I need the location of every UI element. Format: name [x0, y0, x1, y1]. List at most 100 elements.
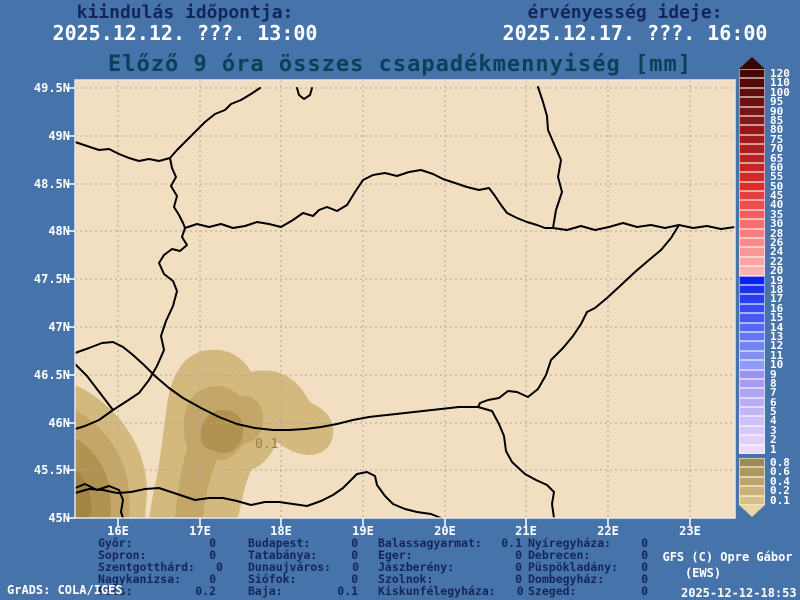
- colorbar-level: 4: [739, 415, 799, 427]
- colorbar-level: 30: [739, 217, 799, 231]
- lon-axis-label: 22E: [597, 524, 619, 538]
- colorbar-swatch: [739, 284, 765, 295]
- colorbar-level-label: 100: [770, 85, 790, 99]
- colorbar-level-label: 30: [770, 217, 784, 231]
- station-name: Eger:: [378, 548, 413, 562]
- colorbar-level-label: 65: [770, 151, 784, 165]
- station-name: Püspökladány:: [528, 560, 619, 574]
- colorbar-level: 24: [739, 246, 799, 258]
- colorbar-level-label: 60: [770, 160, 784, 174]
- station-row: Nagykanizsa: 0: [98, 573, 216, 585]
- station-row: Jászberény: 0: [378, 561, 522, 573]
- colorbar-level-label: 26: [770, 236, 784, 250]
- origin-time-value: 2025.12.12. ???. 13:00: [52, 21, 318, 45]
- station-value: 0: [641, 560, 648, 574]
- credit-model: GFS (C) Opre Gábor: [662, 550, 793, 564]
- station-row: Siófok: 0: [248, 573, 358, 585]
- colorbar-swatch: [739, 125, 765, 135]
- colorbar-swatch: [739, 313, 765, 323]
- colorbar-level-label: 17: [770, 292, 784, 306]
- station-row: Nyíregyháza: 0: [528, 537, 648, 549]
- colorbar-level-label: 6: [770, 395, 777, 409]
- colorbar-level: 10: [739, 359, 799, 370]
- render-timestamp: 2025-12-12-18:53: [681, 586, 797, 600]
- colorbar-level-label: 35: [770, 207, 784, 221]
- station-name: Szolnok:: [378, 572, 434, 586]
- colorbar-level-label: 40: [770, 198, 784, 212]
- lat-axis-label: 49N: [48, 129, 70, 143]
- valid-time-value: 2025.12.17. ???. 16:00: [502, 21, 768, 45]
- map-canvas: 0.1: [67, 79, 736, 526]
- station-value: 0: [641, 572, 648, 586]
- colorbar-level-label: 15: [770, 311, 784, 325]
- colorbar-level: 17: [739, 292, 799, 306]
- colorbar-level: 80: [739, 124, 799, 136]
- lat-axis-label: 47N: [48, 320, 70, 334]
- colorbar-swatch: [739, 322, 765, 332]
- colorbar-level: 40: [739, 198, 799, 212]
- colorbar-level: 55: [739, 171, 799, 183]
- lat-axis-label: 48N: [48, 224, 70, 238]
- station-row: Győr: 0: [98, 537, 216, 549]
- colorbar-level: 0.8: [739, 457, 799, 468]
- colorbar-swatch: [739, 435, 765, 445]
- station-value: 0: [351, 536, 358, 550]
- page-title: Előző 9 óra összes csapadékmennyiség [mm…: [107, 52, 693, 77]
- station-name: Debrecen:: [528, 548, 591, 562]
- lat-axis-label: 47.5N: [33, 272, 70, 286]
- colorbar-level: 9: [739, 368, 799, 380]
- station-value: 0: [515, 548, 522, 562]
- station-column: Balassagyarmat: 0.1 Eger: 0 Jászberény: 0 Szol…: [378, 536, 524, 598]
- colorbar-level: 95: [739, 96, 799, 107]
- colorbar-level: 16: [739, 301, 799, 315]
- precip-shading: [75, 349, 334, 518]
- colorbar-level-label: 110: [770, 76, 790, 90]
- station-name: Dunaujváros:: [248, 560, 332, 574]
- colorbar-level-label: 18: [770, 282, 784, 296]
- colorbar-level-label: 120: [770, 67, 790, 80]
- colorbar-swatch: [739, 275, 765, 285]
- station-row: Pécs: 0.2: [98, 585, 216, 597]
- station-value: 0: [515, 572, 522, 586]
- colorbar-level: 0.1: [739, 494, 799, 506]
- valid-time-label: érvényesség ideje:: [527, 2, 723, 23]
- colorbar-level-label: 19: [770, 273, 784, 287]
- colorbar-level-label: 20: [770, 264, 784, 278]
- colorbar-swatch: [739, 78, 765, 88]
- colorbar-level-label: 0.2: [770, 484, 790, 498]
- colorbar-level: 90: [739, 105, 799, 117]
- colorbar-swatch: [739, 181, 765, 192]
- colorbar-level-label: 1: [770, 442, 777, 456]
- colorbar-level-label: 22: [770, 254, 784, 268]
- colorbar-level: 45: [739, 189, 799, 203]
- lon-axis-label: 18E: [270, 524, 292, 538]
- colorbar-level-label: 14: [770, 320, 784, 334]
- colorbar-swatch: [739, 191, 765, 201]
- colorbar-swatch: [739, 458, 765, 468]
- colorbar-swatch: [739, 486, 765, 496]
- colorbar-swatch: [739, 369, 765, 379]
- origin-time-label: kiindulás időpontja:: [76, 2, 294, 23]
- station-name: Siófok:: [248, 572, 297, 586]
- station-value: 0: [515, 560, 522, 574]
- colorbar-level-label: 50: [770, 179, 784, 193]
- station-row: Dunaujváros: 0: [248, 560, 359, 574]
- colorbar-swatch: [739, 256, 765, 267]
- station-row: Eger: 0: [378, 549, 522, 561]
- colorbar-level-label: 45: [770, 189, 784, 203]
- station-name: Nyíregyháza:: [528, 536, 612, 550]
- colorbar-level: 0.2: [739, 484, 799, 498]
- axis-ticks: [67, 87, 691, 526]
- colorbar-level-label: 5: [770, 405, 777, 419]
- station-value: 0: [516, 584, 524, 598]
- station-name: Balassagyarmat:: [378, 536, 482, 550]
- colorbar-level: 8: [739, 378, 799, 389]
- station-value: 0.1: [337, 584, 358, 598]
- colorbar-level-label: 16: [770, 301, 784, 315]
- grid-lines: [75, 80, 735, 518]
- colorbar-level-label: 13: [770, 329, 784, 343]
- station-row: Debrecen: 0: [528, 549, 648, 561]
- station-name: Szentgotthárd:: [98, 560, 195, 574]
- colorbar-swatch: [739, 416, 765, 426]
- colorbar-level: 100: [739, 85, 799, 99]
